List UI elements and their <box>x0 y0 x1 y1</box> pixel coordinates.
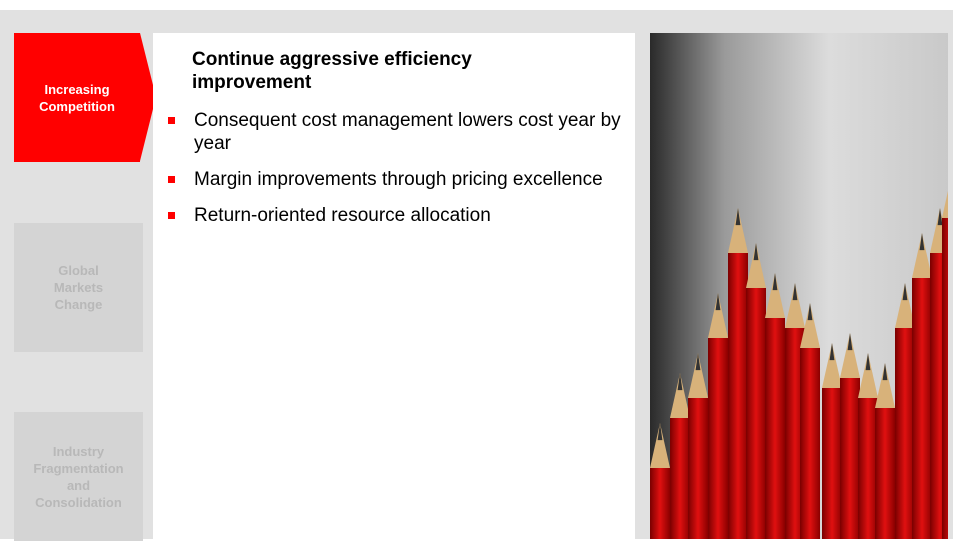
pencil <box>800 348 820 539</box>
pencil <box>650 468 670 539</box>
pencil <box>670 418 690 539</box>
content-panel: Continue aggressive efficiency improveme… <box>153 33 635 539</box>
nav-label: Global Markets Change <box>49 262 109 313</box>
pencil-photo <box>650 33 948 539</box>
pencil <box>822 388 842 539</box>
pencil <box>708 338 728 539</box>
nav-label: Increasing Competition <box>27 81 127 115</box>
bullet: Return-oriented resource allocation <box>166 204 626 227</box>
nav-label: Industry Fragmentation and Consolidation <box>23 443 135 511</box>
bullet: Margin improvements through pricing exce… <box>166 168 626 191</box>
slide: Increasing Competition Global Markets Cha… <box>0 0 953 539</box>
pencil <box>875 408 895 539</box>
bullet: Consequent cost management lowers cost y… <box>166 109 626 155</box>
nav-item[interactable]: Global Markets Change <box>14 223 143 352</box>
pencil <box>688 398 708 539</box>
pencil <box>912 278 932 539</box>
nav-item[interactable]: Increasing Competition <box>14 33 140 162</box>
pencil <box>840 378 860 539</box>
nav-item[interactable]: Industry Fragmentation and Consolidation <box>14 412 143 541</box>
pencil <box>728 253 748 539</box>
bullet-list: Consequent cost management lowers cost y… <box>166 109 626 240</box>
pencil <box>746 288 766 539</box>
pencil <box>942 218 948 539</box>
pencil <box>765 318 785 539</box>
heading: Continue aggressive efficiency improveme… <box>192 48 592 94</box>
